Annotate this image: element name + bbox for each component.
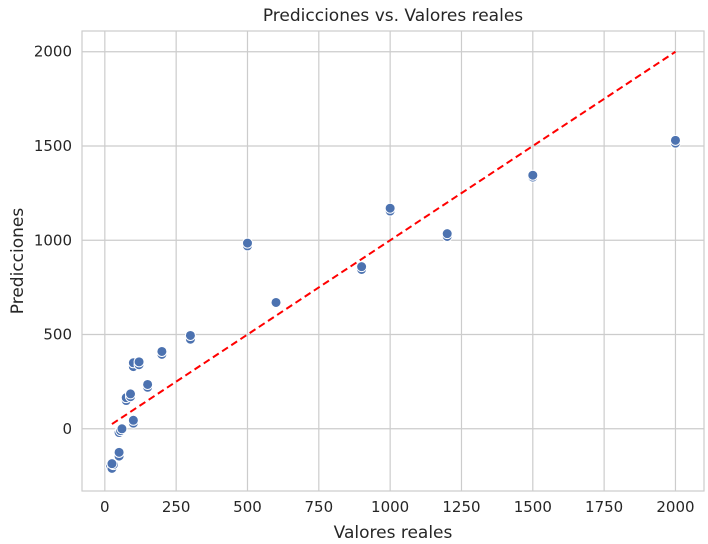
y-tick-label: 0 — [62, 420, 72, 438]
x-tick-label: 2000 — [656, 498, 694, 516]
y-tick-labels: 0 500 1000 1500 2000 — [34, 43, 72, 438]
data-point — [106, 458, 118, 470]
data-point — [669, 134, 681, 146]
data-point — [241, 237, 253, 249]
data-point — [441, 228, 453, 240]
reference-line — [111, 50, 677, 425]
x-tick-label: 1500 — [514, 498, 552, 516]
y-tick-label: 1000 — [34, 231, 72, 249]
chart-title: Predicciones vs. Valores reales — [263, 6, 523, 26]
y-axis-label: Predicciones — [8, 208, 28, 315]
data-point — [270, 296, 282, 308]
x-tick-label: 500 — [233, 498, 262, 516]
data-point — [127, 414, 139, 426]
x-tick-label: 1250 — [442, 498, 480, 516]
x-axis-label: Valores reales — [334, 523, 453, 543]
plot-frame — [81, 30, 705, 492]
data-point — [156, 345, 168, 357]
grid — [82, 31, 704, 491]
data-point — [142, 378, 154, 390]
x-tick-label: 250 — [162, 498, 191, 516]
x-tick-label: 1000 — [371, 498, 409, 516]
x-tick-label: 750 — [304, 498, 333, 516]
y-tick-label: 1500 — [34, 137, 72, 155]
data-point — [184, 329, 196, 341]
data-point — [116, 423, 128, 435]
x-tick-label: 1750 — [585, 498, 623, 516]
y-tick-label: 500 — [43, 326, 72, 344]
data-point — [356, 261, 368, 273]
y-tick-label: 2000 — [34, 43, 72, 61]
x-tick-labels: 0 250 500 750 1000 1250 1500 1750 2000 — [100, 498, 695, 516]
data-point — [133, 356, 145, 368]
data-point — [113, 446, 125, 458]
reference-line-group — [111, 50, 677, 425]
data-point — [527, 169, 539, 181]
data-point — [384, 202, 396, 214]
x-tick-label: 0 — [100, 498, 110, 516]
data-points — [105, 134, 681, 474]
data-point — [125, 388, 137, 400]
